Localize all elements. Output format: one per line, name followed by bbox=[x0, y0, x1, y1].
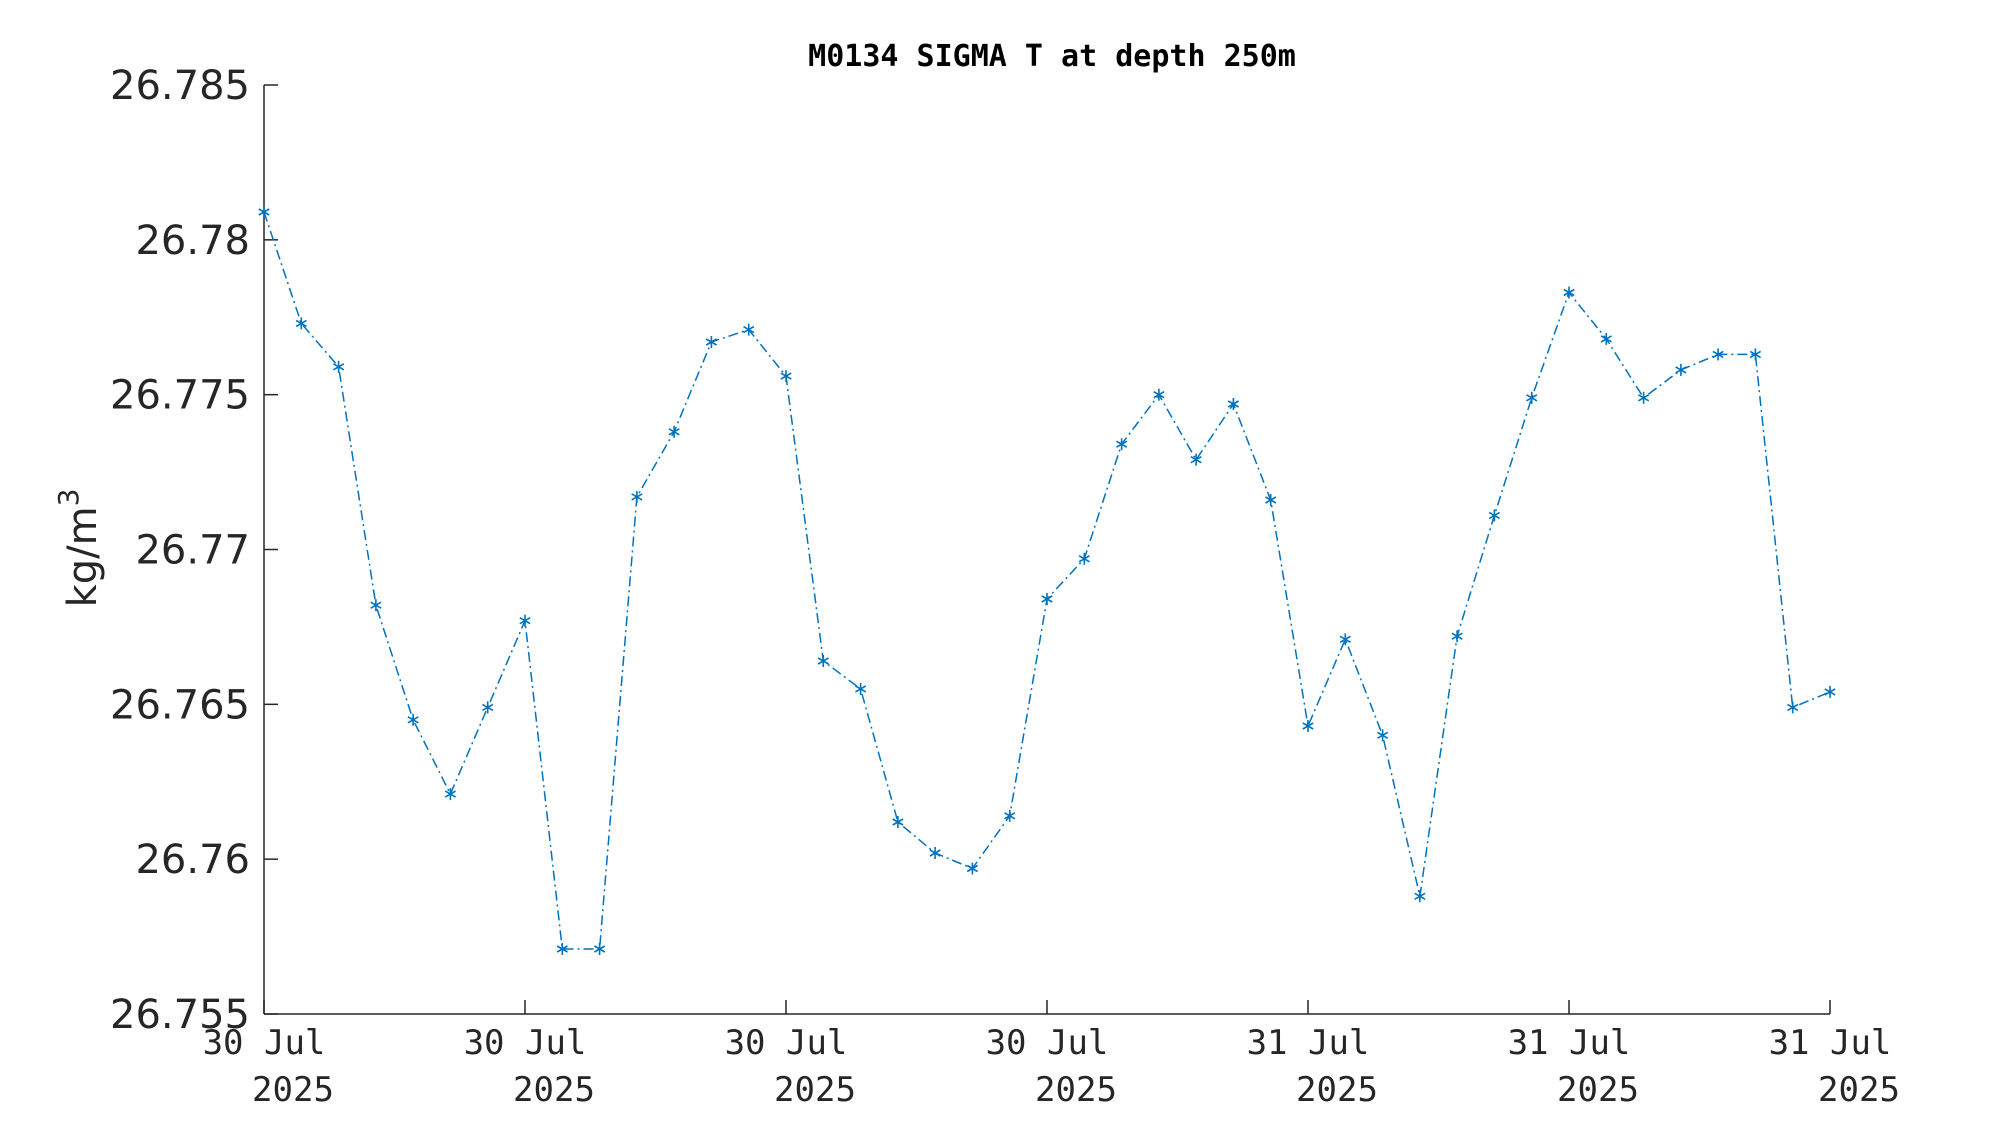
x-tick-label-date: 31 Jul bbox=[1508, 1023, 1631, 1063]
data-point-marker bbox=[1712, 348, 1724, 361]
data-point-marker bbox=[1377, 729, 1389, 742]
x-tick-label-year: 2025 bbox=[1557, 1070, 1639, 1110]
x-tick-label-year: 2025 bbox=[1296, 1070, 1378, 1110]
y-tick-label: 26.765 bbox=[110, 682, 250, 728]
y-axis-label-exponent: 3 bbox=[52, 489, 85, 507]
data-point-marker bbox=[1749, 348, 1761, 361]
chart-title: M0134 SIGMA T at depth 250m bbox=[808, 39, 1296, 74]
x-tick-label-year: 2025 bbox=[1035, 1070, 1117, 1110]
data-point-marker bbox=[1078, 552, 1090, 565]
data-point-marker bbox=[482, 701, 494, 714]
data-point-marker bbox=[743, 323, 755, 336]
data-point-marker bbox=[1787, 701, 1799, 714]
data-point-marker bbox=[1041, 593, 1053, 605]
data-point-marker bbox=[1451, 630, 1463, 643]
x-tick-label-year: 2025 bbox=[774, 1070, 856, 1110]
data-point-marker bbox=[594, 943, 606, 955]
x-tick-label-date: 30 Jul bbox=[203, 1023, 326, 1063]
data-point-marker bbox=[668, 425, 680, 438]
x-tick-label-date: 30 Jul bbox=[725, 1023, 848, 1063]
data-point-marker bbox=[1302, 720, 1314, 732]
data-point-marker bbox=[1227, 398, 1239, 410]
data-point-marker bbox=[966, 862, 978, 875]
data-point-marker bbox=[780, 370, 792, 383]
data-point-marker bbox=[1414, 890, 1426, 903]
data-point-marker bbox=[258, 206, 270, 218]
data-point-marker bbox=[817, 655, 829, 667]
x-tick-label-date: 30 Jul bbox=[986, 1023, 1109, 1063]
x-tick-label-date: 30 Jul bbox=[464, 1023, 587, 1063]
x-tick-label-year: 2025 bbox=[1818, 1070, 1900, 1110]
data-point-marker bbox=[705, 336, 717, 348]
data-point-marker bbox=[1004, 809, 1016, 822]
x-tick-label-year: 2025 bbox=[513, 1070, 595, 1110]
data-point-marker bbox=[1526, 391, 1538, 404]
data-point-marker bbox=[892, 816, 904, 828]
data-point-marker bbox=[1600, 332, 1612, 345]
data-point-marker bbox=[333, 360, 345, 373]
data-point-marker bbox=[1265, 494, 1277, 506]
data-point-marker bbox=[1675, 363, 1687, 376]
data-point-marker bbox=[855, 682, 867, 695]
y-axis-label-unit: kg/m bbox=[60, 506, 106, 607]
data-point-marker bbox=[407, 713, 419, 726]
data-point-marker bbox=[556, 943, 568, 955]
y-tick-label: 26.755 bbox=[110, 992, 250, 1038]
data-point-marker bbox=[1488, 509, 1500, 522]
y-ticks: 26.755 26.76 26.765 26.77 26.775 26.78 26.785 bbox=[110, 63, 278, 1038]
x-tick-label-date: 31 Jul bbox=[1769, 1023, 1892, 1063]
data-point-marker bbox=[1638, 391, 1650, 404]
y-tick-label: 26.775 bbox=[110, 373, 250, 419]
data-point-marker bbox=[370, 599, 382, 612]
data-point-marker bbox=[1153, 388, 1165, 401]
y-tick-label: 26.78 bbox=[135, 218, 250, 264]
data-point-marker bbox=[295, 317, 307, 330]
data-point-marker bbox=[929, 847, 941, 859]
y-axis-label: kg/m3 bbox=[52, 489, 106, 608]
x-tick-label-date: 31 Jul bbox=[1247, 1023, 1370, 1063]
data-point-marker bbox=[1190, 453, 1202, 466]
data-point-marker bbox=[1563, 286, 1575, 299]
data-point-marker bbox=[1824, 685, 1836, 698]
data-point-marker bbox=[1116, 438, 1128, 451]
axes bbox=[263, 85, 1830, 1015]
y-tick-label: 26.785 bbox=[110, 63, 250, 109]
x-tick-label-year: 2025 bbox=[252, 1070, 334, 1110]
x-ticks: 30 Jul 2025 30 Jul 2025 30 Jul 2025 30 Jul 2025… bbox=[203, 1000, 1900, 1110]
plot-area bbox=[258, 206, 1836, 955]
y-tick-label: 26.77 bbox=[135, 528, 250, 574]
y-tick-label: 26.76 bbox=[135, 837, 250, 883]
data-point-marker bbox=[444, 788, 456, 801]
data-point-marker bbox=[631, 490, 643, 503]
series-line bbox=[263, 211, 1831, 950]
data-point-marker bbox=[1339, 633, 1351, 646]
data-point-marker bbox=[519, 614, 531, 627]
